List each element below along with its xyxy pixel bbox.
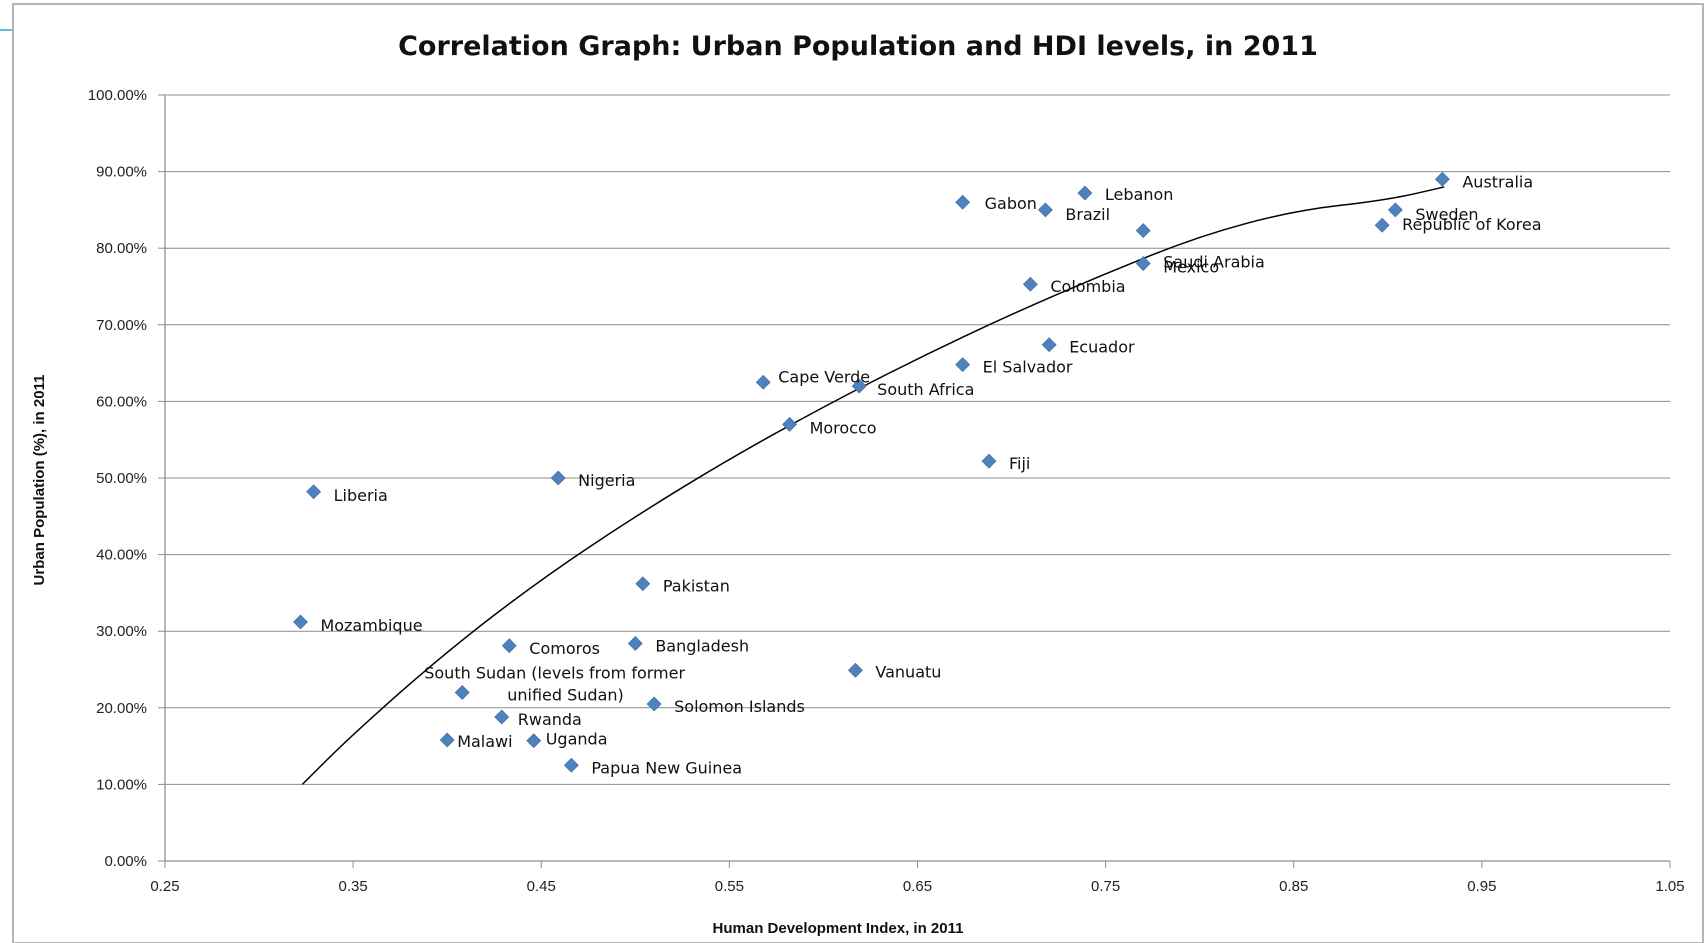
y-tick-label: 100.00% xyxy=(88,87,147,104)
point-label-uganda: Uganda xyxy=(546,730,608,749)
data-point-mexico xyxy=(1135,256,1151,271)
data-point-rwanda xyxy=(494,709,510,725)
x-axis-ticks: 0.25 0.35 0.45 0.55 0.65 0.75 0.85 0.95 1.05 xyxy=(150,861,1685,895)
point-label-fiji: Fiji xyxy=(1009,454,1030,473)
point-label-el-salvador: El Salvador xyxy=(983,358,1073,377)
point-label-solomon-islands: Solomon Islands xyxy=(674,697,805,716)
point-label-colombia: Colombia xyxy=(1050,277,1125,296)
data-points xyxy=(293,171,1450,773)
point-label-malawi: Malawi xyxy=(457,732,512,751)
y-axis-ticks: 0.00% 10.00% 20.00% 30.00% 40.00% 50.00% 60.00… xyxy=(88,87,165,870)
data-point-brazil xyxy=(1038,202,1053,218)
point-label-cape-verde: Cape Verde xyxy=(778,367,870,386)
data-point-malawi xyxy=(439,732,455,748)
data-point-sweden xyxy=(1387,202,1403,218)
point-label-south-africa: South Africa xyxy=(877,380,974,399)
data-point-fiji xyxy=(981,453,997,469)
data-point-cape-verde xyxy=(755,374,771,390)
x-tick-label: 0.45 xyxy=(527,878,556,895)
point-label-papua-new-guinea: Papua New Guinea xyxy=(591,758,742,777)
x-axis-title: Human Development Index, in 2011 xyxy=(713,920,964,937)
x-tick-label: 0.65 xyxy=(903,878,932,895)
data-point-ecuador xyxy=(1041,337,1057,353)
y-tick-label: 60.00% xyxy=(96,393,147,410)
point-label-mexico: Mexico xyxy=(1163,258,1219,277)
y-tick-label: 10.00% xyxy=(96,776,147,793)
data-point-papua-new-guinea xyxy=(563,757,579,773)
point-label-lebanon: Lebanon xyxy=(1105,185,1174,204)
x-tick-label: 0.95 xyxy=(1467,878,1496,895)
chart-border xyxy=(12,3,1704,943)
point-label-pakistan: Pakistan xyxy=(663,577,730,596)
data-point-pakistan xyxy=(635,576,651,592)
point-label-republic-of-korea: Republic of Korea xyxy=(1402,215,1541,234)
y-tick-label: 40.00% xyxy=(96,547,147,564)
data-point-australia xyxy=(1434,171,1450,187)
point-label-rwanda: Rwanda xyxy=(518,710,582,729)
data-point-south-sudan-levels-from-former-unified-sudan xyxy=(454,685,470,700)
point-label-liberia: Liberia xyxy=(334,486,388,505)
data-point-vanuatu xyxy=(847,662,863,678)
point-label-comoros: Comoros xyxy=(529,639,600,658)
point-label-bangladesh: Bangladesh xyxy=(655,636,749,655)
data-point-lebanon xyxy=(1077,185,1093,201)
point-label-saudi-arabia: Saudi Arabia xyxy=(1163,253,1265,272)
data-point-solomon-islands xyxy=(646,696,662,712)
data-point-morocco xyxy=(782,416,797,432)
point-label-australia: Australia xyxy=(1462,172,1533,191)
trendline xyxy=(301,186,1445,785)
x-tick-label: 0.35 xyxy=(339,878,368,895)
y-tick-label: 80.00% xyxy=(96,240,147,257)
x-tick-label: 0.25 xyxy=(150,878,179,895)
data-point-liberia xyxy=(306,484,322,500)
point-label-gabon: Gabon xyxy=(985,194,1037,213)
data-point-mozambique xyxy=(293,614,308,630)
point-label-morocco: Morocco xyxy=(810,418,877,437)
data-point-uganda xyxy=(526,733,542,749)
data-point-comoros xyxy=(501,638,517,654)
data-point-nigeria xyxy=(550,470,566,486)
point-label-south-sudan: South Sudan (levels from former unified S… xyxy=(424,663,685,704)
x-tick-label: 0.75 xyxy=(1091,878,1120,895)
data-point-el-salvador xyxy=(955,357,971,373)
data-point-republic-of-korea xyxy=(1374,217,1390,233)
x-tick-label: 1.05 xyxy=(1655,878,1684,895)
chart-title: Correlation Graph: Urban Population and … xyxy=(398,31,1318,62)
x-tick-label: 0.55 xyxy=(715,878,744,895)
point-label-sweden: Sweden xyxy=(1415,205,1478,224)
data-point-south-africa xyxy=(851,378,867,394)
point-label-brazil: Brazil xyxy=(1065,205,1110,224)
y-tick-label: 30.00% xyxy=(96,623,147,640)
y-tick-label: 0.00% xyxy=(104,853,147,870)
point-label-mozambique: Mozambique xyxy=(320,616,422,635)
point-label-vanuatu: Vanuatu xyxy=(875,662,941,681)
data-point-saudi-arabia xyxy=(1135,223,1151,239)
y-axis-title: Urban Population (%), in 2011 xyxy=(31,375,48,586)
y-tick-label: 70.00% xyxy=(96,317,147,334)
x-tick-label: 0.85 xyxy=(1279,878,1308,895)
point-label-nigeria: Nigeria xyxy=(578,471,635,490)
y-tick-label: 20.00% xyxy=(96,700,147,717)
data-point-gabon xyxy=(955,194,971,210)
y-tick-label: 90.00% xyxy=(96,164,147,181)
point-label-ecuador: Ecuador xyxy=(1069,338,1135,357)
data-point-bangladesh xyxy=(627,636,643,651)
data-point-colombia xyxy=(1022,276,1038,292)
y-tick-label: 50.00% xyxy=(96,470,147,487)
